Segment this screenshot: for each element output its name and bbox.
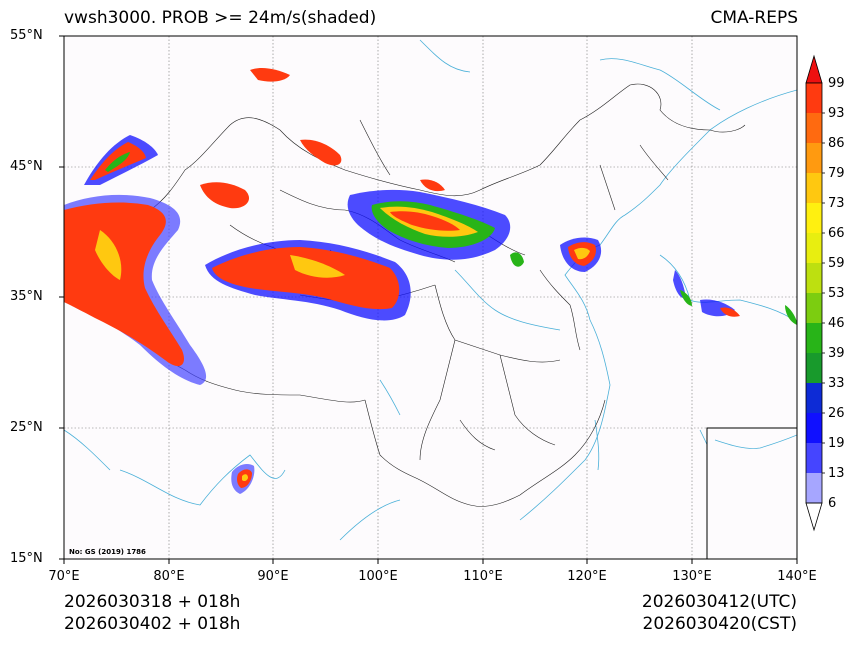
colorbar-bin <box>806 173 822 203</box>
colorbar-top-arrow <box>805 54 823 84</box>
lon-label-140: 140°E <box>777 569 817 584</box>
colorbar-bin <box>806 413 822 443</box>
valid-time-utc: 2026030412(UTC) <box>641 592 797 612</box>
colorbar-bin <box>806 383 822 413</box>
colorbar-bin <box>806 113 822 143</box>
colorbar-bin <box>806 443 822 473</box>
colorbar-bin <box>806 323 822 353</box>
lon-label-100: 100°E <box>358 569 398 584</box>
colorbar-label: 73 <box>828 196 845 211</box>
colorbar-label: 59 <box>828 256 845 271</box>
lat-label-55: 55°N <box>10 28 43 43</box>
colorbar-label: 46 <box>828 316 845 331</box>
colorbar-label: 39 <box>828 346 845 361</box>
lon-label-90: 90°E <box>257 569 289 584</box>
map-credit: No: GS (2019) 1786 <box>69 548 146 556</box>
run-time-utc: 2026030318 + 018h <box>64 592 241 612</box>
valid-time-cst: 2026030420(CST) <box>642 614 797 634</box>
lon-label-70: 70°E <box>48 569 80 584</box>
colorbar-bin <box>806 473 822 503</box>
colorbar-bin <box>806 293 822 323</box>
model-name: CMA-REPS <box>710 8 798 28</box>
colorbar-bin <box>806 143 822 173</box>
map-title: vwsh3000. PROB >= 24m/s(shaded) <box>64 8 377 28</box>
colorbar-label: 93 <box>828 106 845 121</box>
lon-label-80: 80°E <box>153 569 185 584</box>
south-china-sea-inset <box>706 427 797 559</box>
colorbar-bin <box>806 233 822 263</box>
lon-label-120: 120°E <box>567 569 607 584</box>
colorbar-label: 19 <box>828 436 845 451</box>
axis-ticks <box>59 35 798 564</box>
lat-label-45: 45°N <box>10 159 43 174</box>
colorbar-label: 86 <box>828 136 845 151</box>
admin-boundaries <box>99 83 746 507</box>
colorbar-label: 99 <box>828 76 845 91</box>
colorbar-bin <box>806 263 822 293</box>
lat-label-15: 15°N <box>10 551 43 566</box>
colorbar-label: 53 <box>828 286 845 301</box>
colorbar-bin <box>806 83 822 113</box>
colorbar-label: 79 <box>828 166 845 181</box>
lat-label-25: 25°N <box>10 420 43 435</box>
colorbar-bin <box>806 353 822 383</box>
colorbar-label: 33 <box>828 376 845 391</box>
colorbar-bin <box>806 203 822 233</box>
probability-shading <box>64 67 797 494</box>
colorbar <box>805 54 825 532</box>
colorbar-label: 13 <box>828 466 845 481</box>
colorbar-bottom-arrow <box>805 502 823 532</box>
run-time-cst: 2026030402 + 018h <box>64 614 241 634</box>
colorbar-label: 6 <box>828 496 837 511</box>
map-background <box>64 36 797 559</box>
colorbar-label: 66 <box>828 226 845 241</box>
lon-label-110: 110°E <box>463 569 503 584</box>
lon-label-130: 130°E <box>672 569 712 584</box>
colorbar-label: 26 <box>828 406 845 421</box>
lat-label-35: 35°N <box>10 289 43 304</box>
